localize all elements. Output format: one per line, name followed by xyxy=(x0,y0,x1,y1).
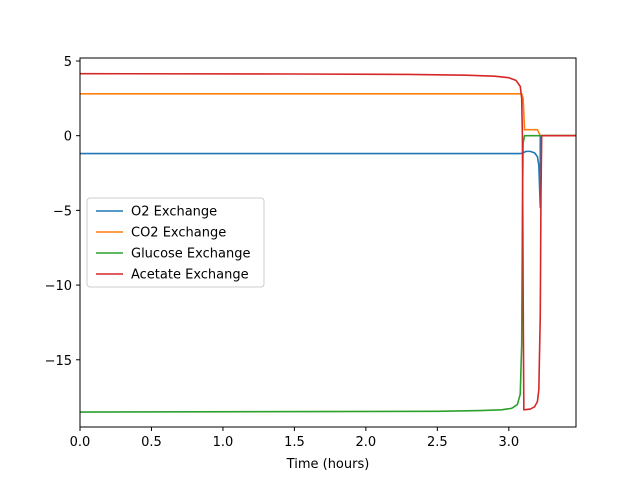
x-tick-label: 0.0 xyxy=(70,435,91,450)
legend: O2 Exchange CO2 Exchange Glucose Exchange A… xyxy=(86,197,265,288)
y-tick-label: −10 xyxy=(45,279,72,294)
y-tick-label: 5 xyxy=(64,55,72,70)
x-tick-label: 0.5 xyxy=(141,435,162,450)
y-axis-ticks: 5 0 −5 −10 −15 xyxy=(45,55,80,369)
x-tick-label: 1.0 xyxy=(213,435,234,450)
series-layer xyxy=(80,72,576,413)
legend-box xyxy=(86,197,265,288)
y-tick-label: −5 xyxy=(53,204,72,219)
x-tick-label: 2.5 xyxy=(427,435,448,450)
plot-frame xyxy=(79,57,577,428)
y-tick-label: 0 xyxy=(64,130,72,145)
legend-entry-label: Glucose Exchange xyxy=(131,247,250,262)
x-axis-ticks: 0.0 0.5 1.0 1.5 2.0 2.5 3.0 xyxy=(70,427,519,450)
series-line-4 xyxy=(80,72,576,411)
series-line-3 xyxy=(80,134,576,413)
x-axis-label: Time (hours) xyxy=(286,457,370,472)
x-tick-label: 3.0 xyxy=(498,435,519,450)
legend-entry-label: Acetate Exchange xyxy=(131,268,249,283)
legend-entry-label: CO2 Exchange xyxy=(131,226,226,241)
legend-entry-label: O2 Exchange xyxy=(131,205,217,220)
x-tick-label: 2.0 xyxy=(356,435,377,450)
x-tick-label: 1.5 xyxy=(284,435,305,450)
y-tick-label: −15 xyxy=(45,354,72,369)
